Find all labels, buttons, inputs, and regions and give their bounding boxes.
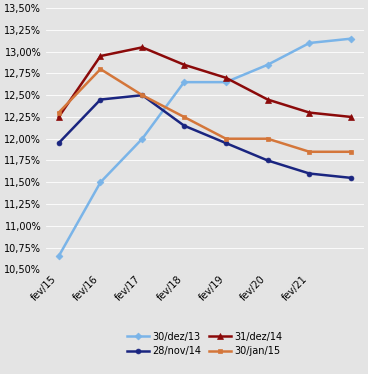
30/dez/13 [265,62,270,67]
31/dez/14 [349,115,354,119]
Line: 30/dez/13: 30/dez/13 [56,36,354,259]
30/jan/15 [307,150,312,154]
30/dez/13 [224,80,228,85]
28/nov/14 [307,171,312,176]
30/jan/15 [98,67,103,71]
30/dez/13 [307,41,312,45]
31/dez/14 [307,110,312,115]
30/jan/15 [56,110,61,115]
30/dez/13 [140,137,145,141]
28/nov/14 [98,97,103,102]
30/jan/15 [182,115,186,119]
28/nov/14 [265,158,270,163]
30/jan/15 [224,137,228,141]
Line: 28/nov/14: 28/nov/14 [56,93,354,180]
30/jan/15 [349,150,354,154]
30/dez/13 [182,80,186,85]
28/nov/14 [224,141,228,145]
Line: 30/jan/15: 30/jan/15 [56,67,354,154]
30/jan/15 [265,137,270,141]
30/dez/13 [349,36,354,41]
31/dez/14 [224,76,228,80]
28/nov/14 [140,93,145,98]
28/nov/14 [182,123,186,128]
31/dez/14 [56,115,61,119]
30/jan/15 [140,93,145,98]
Line: 31/dez/14: 31/dez/14 [56,44,354,120]
28/nov/14 [56,141,61,145]
31/dez/14 [140,45,145,50]
31/dez/14 [98,54,103,58]
30/dez/13 [98,180,103,184]
28/nov/14 [349,176,354,180]
31/dez/14 [182,62,186,67]
31/dez/14 [265,97,270,102]
30/dez/13 [56,254,61,258]
Legend: 30/dez/13, 28/nov/14, 31/dez/14, 30/jan/15: 30/dez/13, 28/nov/14, 31/dez/14, 30/jan/… [127,332,283,356]
